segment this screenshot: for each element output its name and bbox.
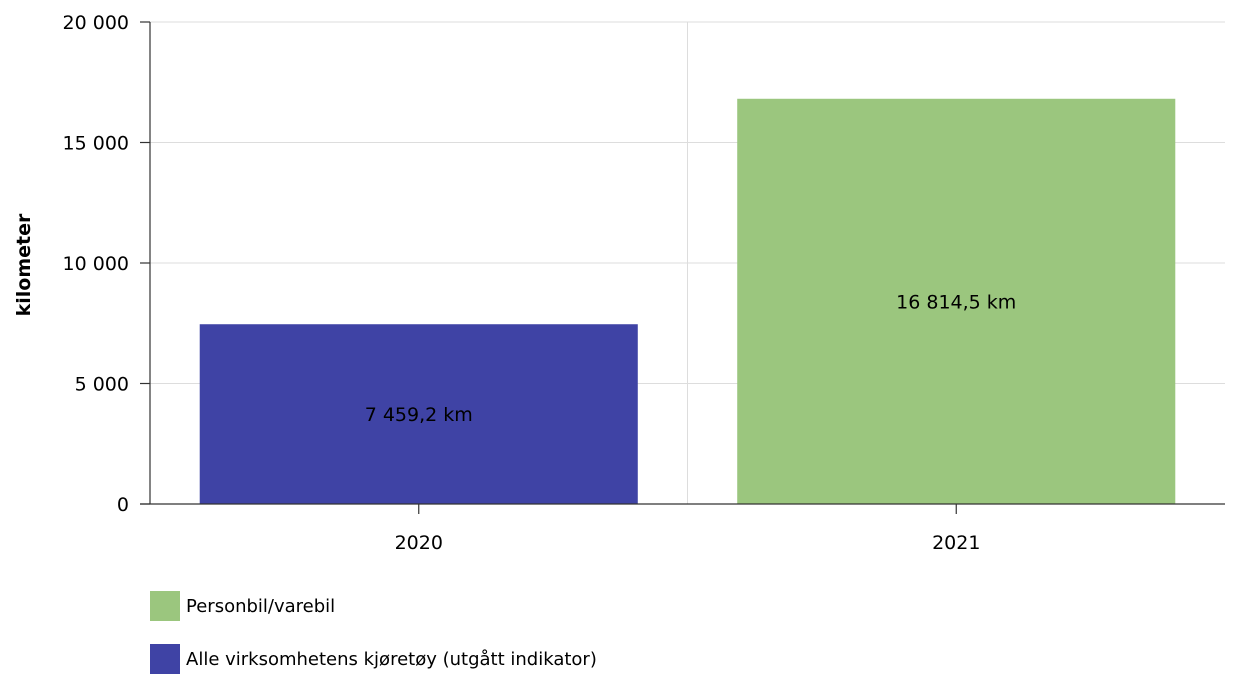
bar-2021 [737, 98, 1176, 504]
y-axis-title: kilometer [13, 213, 35, 316]
legend-label-alle-kjoretoy: Alle virksomhetens kjøretøy (utgått indi… [186, 648, 597, 670]
x-tick-label: 2021 [932, 532, 980, 554]
legend-swatch-personbil [150, 591, 180, 621]
legend-item-personbil[interactable]: Personbil/varebil [150, 591, 335, 621]
y-tick-label: 5 000 [75, 374, 129, 396]
legend-label-personbil: Personbil/varebil [186, 595, 336, 617]
bar-value-label-2021: 16 814,5 km [896, 291, 1016, 313]
legend-item-alle-kjoretoy[interactable]: Alle virksomhetens kjøretøy (utgått indi… [150, 644, 597, 674]
y-tick-label: 0 [117, 494, 129, 516]
bar-value-label-2020: 7 459,2 km [365, 404, 473, 426]
x-tick-label: 2020 [395, 532, 443, 554]
bar-chart: kilometer 7 459,2 km 16 814,5 km 0 5 000 10 … [13, 12, 1225, 554]
legend-swatch-alle-kjoretoy [150, 644, 180, 674]
y-tick-label: 20 000 [63, 12, 129, 34]
y-tick-label: 15 000 [63, 133, 129, 155]
bar-2020 [199, 324, 638, 504]
y-tick-label: 10 000 [63, 253, 129, 275]
